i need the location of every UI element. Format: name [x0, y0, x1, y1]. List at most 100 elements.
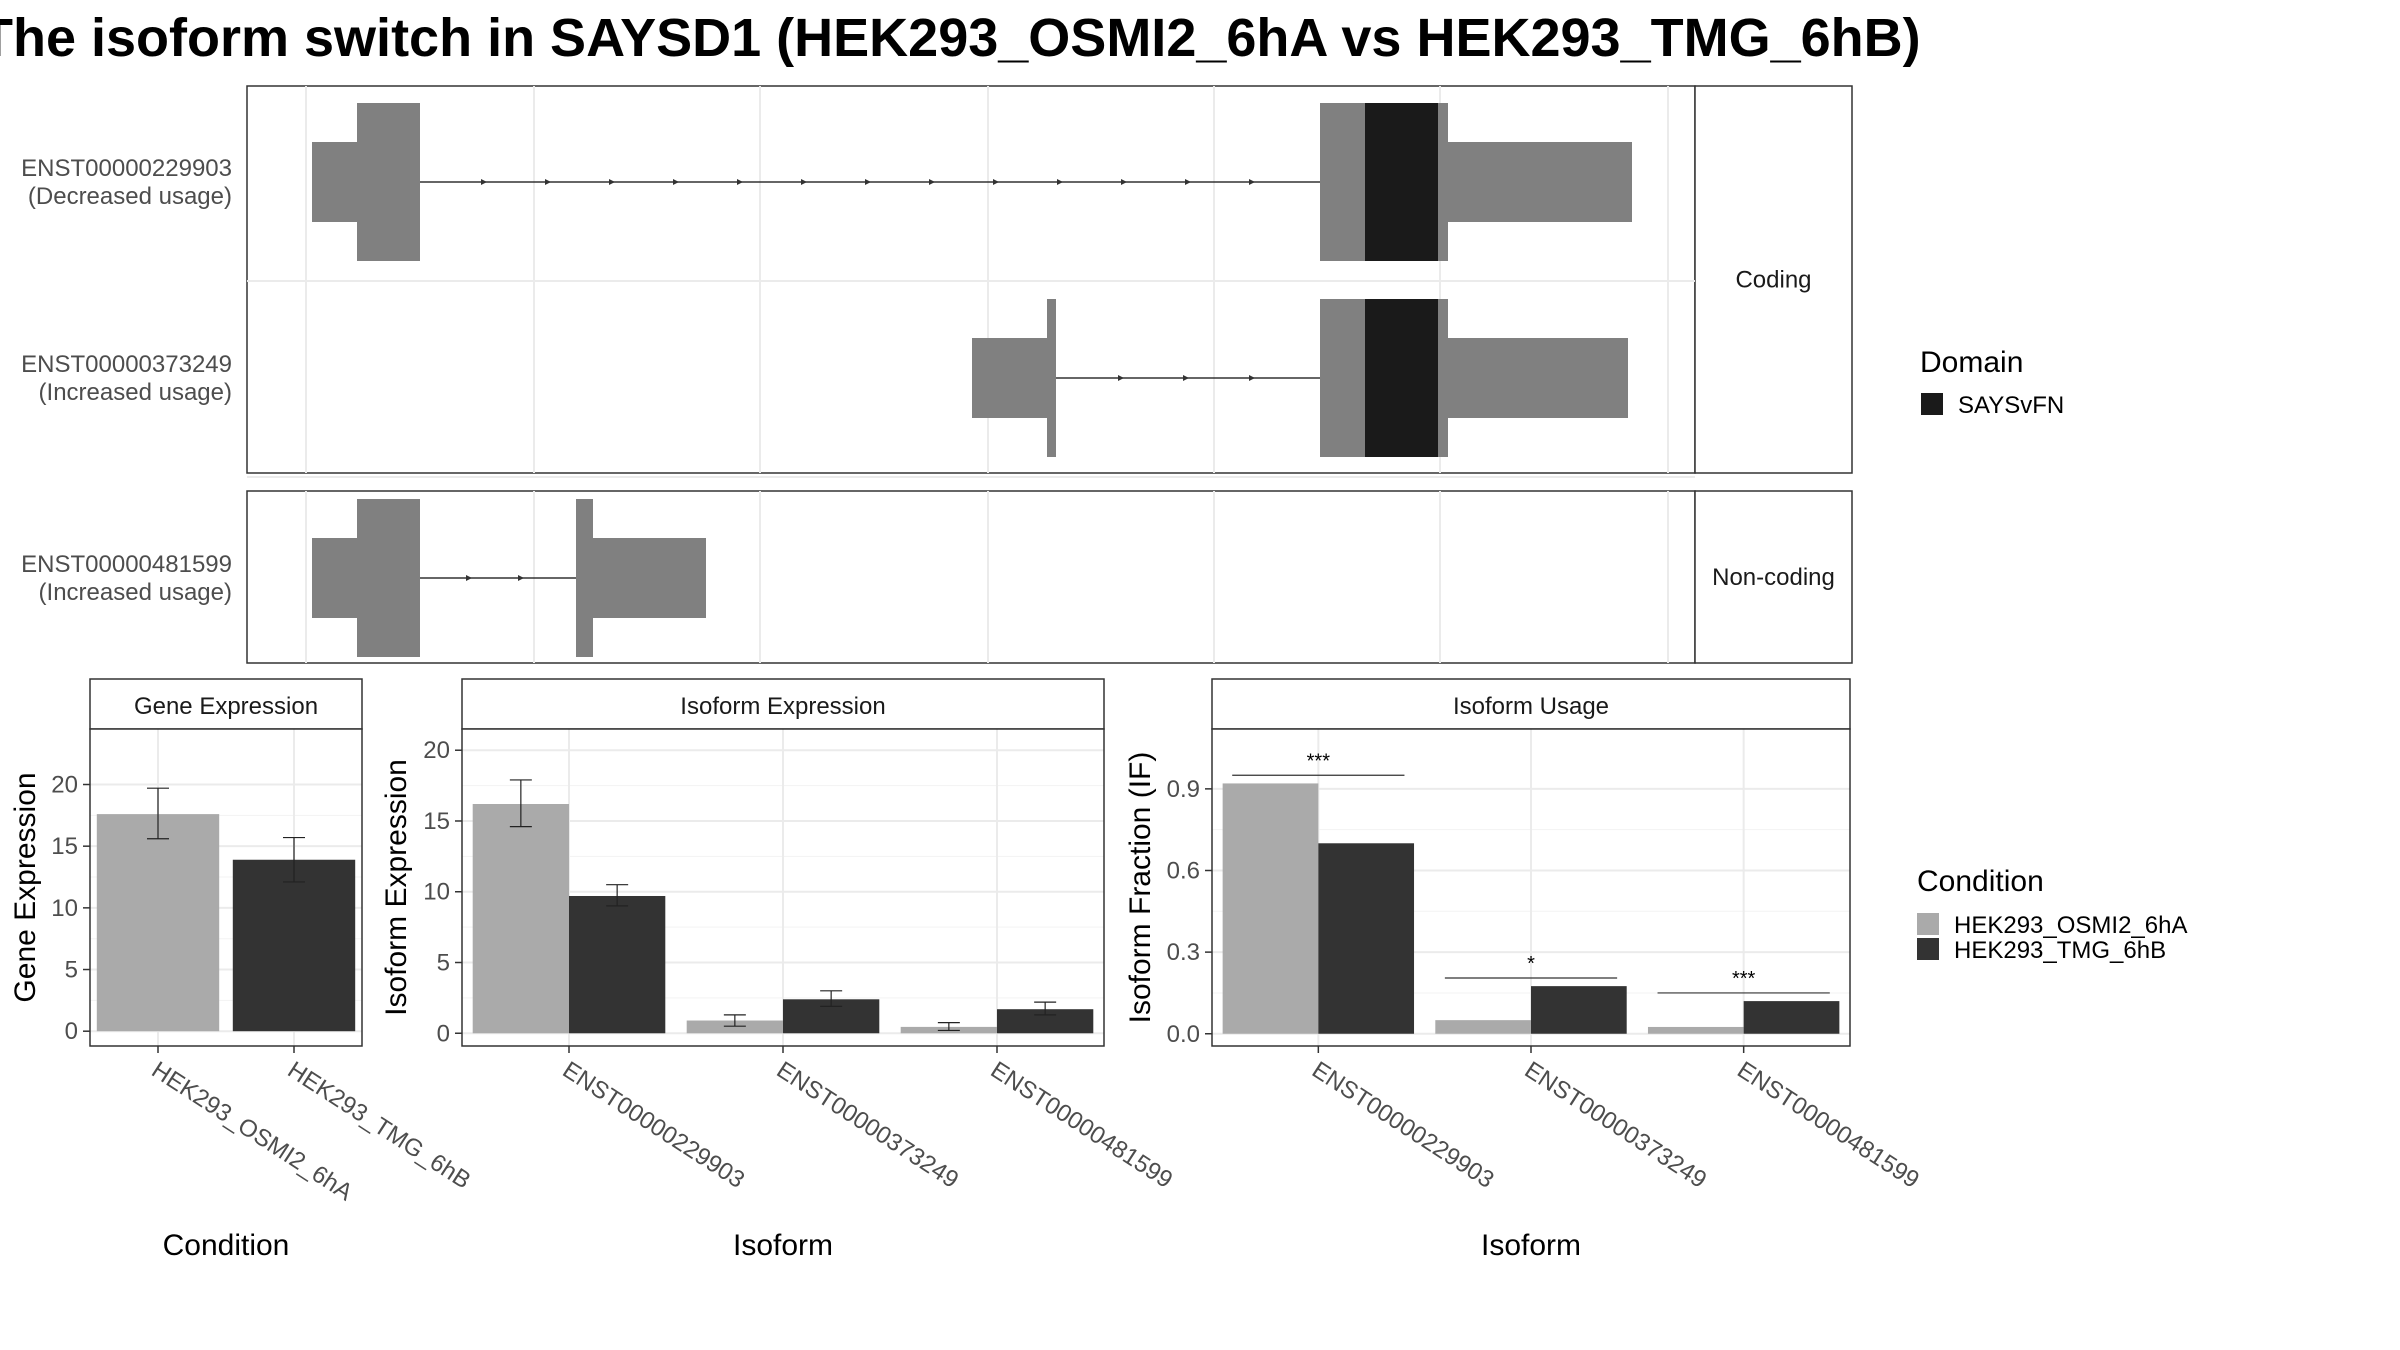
condition-legend-label: HEK293_OSMI2_6hA — [1954, 912, 2187, 939]
intron-direction-arrow — [993, 179, 999, 185]
exon-block — [1438, 103, 1448, 261]
exon-block — [1320, 103, 1365, 261]
data-bar — [1222, 783, 1319, 1034]
y-tick-label: 10 — [423, 879, 450, 906]
y-tick-label: 15 — [51, 833, 78, 860]
x-tick-label: ENST00000481599 — [1732, 1056, 1924, 1193]
facet-strip — [1694, 85, 1853, 474]
panel-strip — [1211, 678, 1851, 730]
x-tick-label: ENST00000229903 — [558, 1056, 750, 1193]
x-axis-title: Condition — [163, 1229, 290, 1262]
y-tick-label: 5 — [65, 957, 78, 984]
exon-block — [972, 338, 1047, 418]
facet-strip-label: Non-coding — [1712, 564, 1835, 591]
facet-strip-label: Coding — [1735, 267, 1811, 294]
isoform-usage-label: (Decreased usage) — [28, 183, 232, 210]
bar-panels: Gene Expression05101520HEK293_OSMI2_6hAH… — [9, 678, 1924, 1262]
y-tick-label: 0 — [65, 1018, 78, 1045]
intron-direction-arrow — [1057, 179, 1063, 185]
panel-strip — [461, 678, 1105, 730]
y-axis-title: Isoform Fraction (IF) — [1124, 752, 1157, 1024]
figure-title: The isoform switch in SAYSD1 (HEK293_OSM… — [0, 8, 1921, 68]
exon-block — [312, 538, 357, 618]
panel-title: Gene Expression — [134, 693, 318, 720]
y-tick-label: 20 — [51, 772, 78, 799]
domain-block-saysvfn — [1365, 299, 1438, 457]
intron-direction-arrow — [1183, 375, 1189, 381]
data-bar — [1435, 1020, 1531, 1034]
y-tick-label: 10 — [51, 895, 78, 922]
exon-block — [593, 538, 706, 618]
exon-block — [1438, 299, 1448, 457]
data-bar — [1743, 1001, 1840, 1034]
panel-border — [89, 728, 363, 1047]
condition-legend-key — [1917, 913, 1939, 935]
x-tick-label: ENST00000373249 — [772, 1056, 964, 1193]
condition-legend-label: HEK293_TMG_6hB — [1954, 937, 2166, 964]
panel-title: Isoform Expression — [680, 693, 885, 720]
x-tick-label: ENST00000229903 — [1307, 1056, 1499, 1193]
x-axis-title: Isoform — [1481, 1229, 1581, 1262]
data-bar — [1647, 1026, 1744, 1034]
significance-label: *** — [1307, 750, 1331, 772]
x-tick-label: ENST00000373249 — [1520, 1056, 1712, 1193]
isoform-structure-plot: Coding Non-coding ENST00000229903(Decrease… — [21, 85, 1853, 664]
exon-block — [1320, 299, 1365, 457]
x-axis-title: Isoform — [733, 1229, 833, 1262]
y-tick-label: 0.0 — [1167, 1021, 1200, 1048]
exon-block — [312, 142, 357, 222]
condition-legend-title: Condition — [1917, 865, 2044, 898]
isoform-usage-label: (Increased usage) — [39, 579, 232, 606]
y-tick-label: 20 — [423, 737, 450, 764]
exon-block — [357, 499, 420, 657]
intron-direction-arrow — [1185, 179, 1191, 185]
isoform-id-label: ENST00000373249 — [21, 351, 232, 378]
intron-direction-arrow — [673, 179, 679, 185]
y-axis-title: Isoform Expression — [380, 759, 413, 1016]
intron-direction-arrow — [865, 179, 871, 185]
y-tick-label: 0 — [437, 1020, 450, 1047]
y-tick-label: 15 — [423, 808, 450, 835]
intron-direction-arrow — [466, 575, 472, 581]
y-tick-label: 0.9 — [1167, 776, 1200, 803]
data-bar — [569, 895, 666, 1034]
data-bar — [686, 1020, 783, 1034]
y-axis-title: Gene Expression — [9, 772, 42, 1002]
intron-direction-arrow — [1249, 179, 1255, 185]
isoform-usage-label: (Increased usage) — [39, 379, 232, 406]
legends: Domain SAYSvFN Condition HEK293_OSMI2_6hAHE… — [1917, 346, 2187, 964]
intron-direction-arrow — [929, 179, 935, 185]
x-tick-label: ENST00000481599 — [986, 1056, 1178, 1193]
domain-legend-label: SAYSvFN — [1958, 392, 2064, 419]
panel-border — [1211, 728, 1851, 1047]
domain-legend-key — [1921, 393, 1943, 415]
isoform-id-label: ENST00000481599 — [21, 551, 232, 578]
intron-direction-arrow — [737, 179, 743, 185]
intron-direction-arrow — [1249, 375, 1255, 381]
intron-direction-arrow — [518, 575, 524, 581]
exon-block — [576, 499, 593, 657]
intron-direction-arrow — [801, 179, 807, 185]
significance-label: * — [1527, 953, 1535, 975]
exon-block — [1438, 142, 1632, 222]
intron-direction-arrow — [481, 179, 487, 185]
data-bar — [232, 859, 356, 1032]
y-tick-label: 0.3 — [1167, 939, 1200, 966]
exon-block — [357, 103, 420, 261]
intron-direction-arrow — [609, 179, 615, 185]
panel-border — [461, 728, 1105, 1047]
domain-block-saysvfn — [1365, 103, 1438, 261]
structure-facet-panel — [246, 490, 1696, 664]
significance-label: *** — [1732, 968, 1756, 990]
y-tick-label: 5 — [437, 950, 450, 977]
data-bar — [1531, 986, 1627, 1034]
data-bar — [1318, 843, 1415, 1034]
intron-direction-arrow — [1118, 375, 1124, 381]
exon-block — [1047, 299, 1056, 457]
panel-title: Isoform Usage — [1453, 693, 1609, 720]
isoform-id-label: ENST00000229903 — [21, 155, 232, 182]
panel-strip — [89, 678, 363, 730]
exon-block — [1438, 338, 1628, 418]
facet-strip — [1694, 490, 1853, 664]
